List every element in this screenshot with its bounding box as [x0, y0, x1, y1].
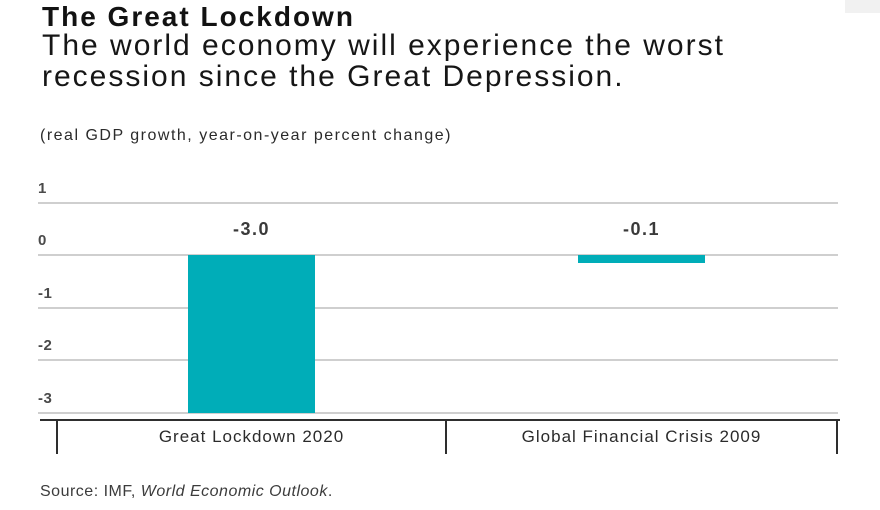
source-publication: World Economic Outlook [140, 483, 328, 500]
gridline [38, 306, 838, 309]
y-tick-label: 1 [38, 179, 47, 197]
x-category-label: Great Lockdown 2020 [158, 427, 345, 446]
bar-value-label: -0.1 [622, 219, 661, 239]
x-axis-line [40, 419, 840, 421]
source-line: Source: IMF, World Economic Outlook. [40, 483, 333, 501]
x-category-label: Global Financial Crisis 2009 [521, 427, 762, 446]
source-suffix: . [327, 483, 333, 500]
gridline [38, 411, 838, 414]
bar-value-label: -3.0 [232, 219, 271, 239]
chart-subtitle: The world economy will experience the wo… [42, 29, 725, 93]
axis-units-note: (real GDP growth, year-on-year percent c… [40, 127, 452, 144]
chart-title: The Great Lockdown [42, 1, 355, 32]
bar [578, 255, 705, 263]
y-tick-label: 0 [38, 232, 47, 249]
x-axis-tick [836, 420, 838, 454]
y-tick-label: -3 [38, 389, 53, 407]
y-tick-label: -2 [38, 337, 53, 354]
cropped-ui-fragment [845, 0, 880, 13]
x-axis-tick [445, 420, 447, 454]
gridline [38, 201, 838, 204]
gridline [38, 359, 838, 361]
gridline [38, 254, 838, 256]
y-tick-label: -1 [38, 284, 53, 302]
bar [188, 255, 315, 413]
x-axis-tick [56, 420, 58, 454]
source-prefix: Source: IMF, [40, 483, 141, 500]
